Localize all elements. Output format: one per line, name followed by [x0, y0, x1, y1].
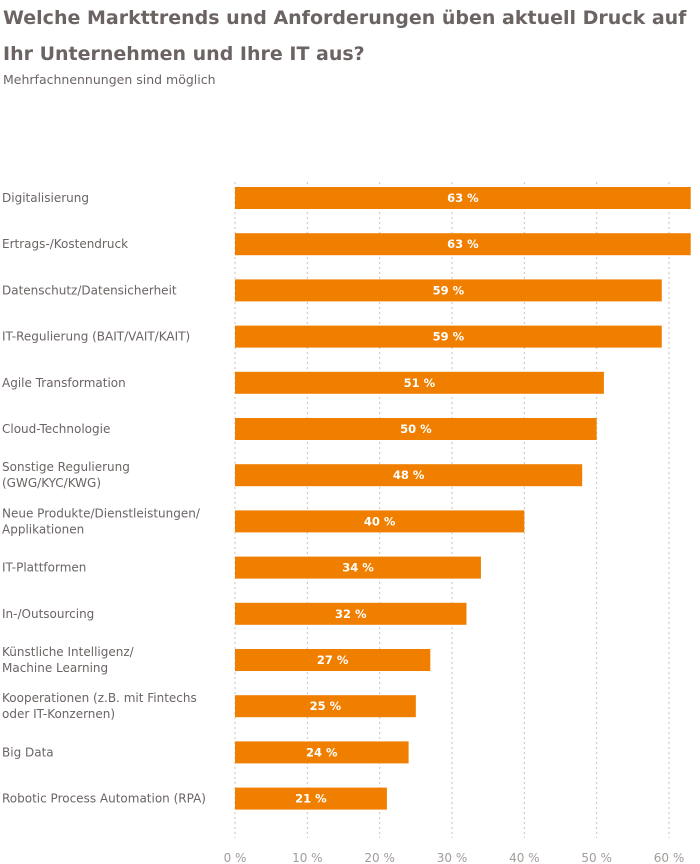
bar-value-label: 51 %: [404, 376, 436, 390]
x-tick-label: 40 %: [509, 851, 540, 864]
category-label: Neue Produkte/Dienstleistungen/Applikati…: [2, 506, 201, 536]
bar-value-label: 25 %: [310, 699, 342, 713]
category-label: Kooperationen (z.B. mit Fintechs oder IT-…: [2, 691, 197, 721]
bar-value-label: 21 %: [295, 792, 327, 806]
bar-value-label: 34 %: [342, 561, 374, 575]
category-label: Datenschutz/Datensicherheit: [2, 283, 177, 297]
category-label-line: Robotic Process Automation (RPA): [2, 792, 206, 806]
category-label-line: In-/Outsourcing: [2, 607, 94, 621]
bar: [235, 325, 662, 348]
category-label: Big Data: [2, 745, 54, 759]
category-label-line: Machine Learning: [2, 661, 108, 675]
bar: [235, 418, 597, 440]
x-tick-label: 10 %: [292, 851, 323, 864]
bar-value-label: 27 %: [317, 653, 349, 667]
bar: [235, 371, 604, 394]
x-tick-label: 50 %: [581, 851, 612, 864]
category-label-line: (GWG/KYC/KWG): [2, 476, 101, 490]
bar-value-label: 59 %: [433, 283, 465, 297]
chart-subtitle: Mehrfachnennungen sind möglich: [3, 72, 216, 87]
chart-title: Welche Markttrends und Anforderungen übe…: [3, 7, 687, 65]
x-tick-label: 0 %: [224, 851, 247, 864]
bar: [235, 741, 409, 764]
category-label-line: Neue Produkte/Dienstleistungen/: [2, 506, 201, 520]
bar-value-label: 63 %: [447, 191, 479, 205]
bar-value-label: 48 %: [393, 468, 425, 482]
bar: [235, 695, 416, 718]
bar-value-label: 50 %: [400, 422, 432, 436]
category-label-line: Ertrags-/Kostendruck: [2, 237, 128, 251]
bar: [235, 464, 583, 487]
category-label-line: Digitalisierung: [2, 191, 89, 205]
category-label-line: IT-Plattformen: [2, 561, 86, 575]
bar: [235, 556, 481, 579]
category-label: In-/Outsourcing: [2, 607, 94, 621]
bar-value-label: 40 %: [364, 514, 396, 528]
category-label-line: Kooperationen (z.B. mit Fintechs: [2, 691, 197, 705]
category-label-line: oder IT-Konzernen): [2, 707, 115, 721]
category-label-line: Applikationen: [2, 522, 84, 536]
bar: [235, 233, 691, 256]
category-label-line: IT-Regulierung (BAIT/VAIT/KAIT): [2, 330, 190, 344]
x-tick-label: 20 %: [364, 851, 395, 864]
category-label-line: Künstliche Intelligenz/: [2, 645, 135, 659]
category-label-line: Big Data: [2, 745, 54, 759]
bar: [235, 787, 387, 810]
category-label: Künstliche Intelligenz/Machine Learning: [2, 645, 135, 675]
bar: [235, 649, 431, 671]
category-label-line: Cloud-Technologie: [2, 422, 110, 436]
category-label: IT-Plattformen: [2, 561, 86, 575]
category-label: Digitalisierung: [2, 191, 89, 205]
category-label: Sonstige Regulierung (GWG/KYC/KWG): [2, 460, 130, 490]
bar-value-label: 63 %: [447, 237, 479, 251]
bar-value-label: 32 %: [335, 607, 367, 621]
category-label: IT-Regulierung (BAIT/VAIT/KAIT): [2, 330, 190, 344]
bar: [235, 602, 467, 625]
category-label-line: Agile Transformation: [2, 376, 126, 390]
x-tick-label: 30 %: [437, 851, 468, 864]
x-tick-label: 60 %: [654, 851, 685, 864]
category-label-line: Datenschutz/Datensicherheit: [2, 283, 177, 297]
bar: [235, 187, 691, 209]
category-label: Robotic Process Automation (RPA): [2, 792, 206, 806]
bar: [235, 510, 525, 533]
bar-value-label: 24 %: [306, 745, 338, 759]
bar-value-label: 59 %: [433, 330, 465, 344]
category-label: Agile Transformation: [2, 376, 126, 390]
category-label: Ertrags-/Kostendruck: [2, 237, 128, 251]
category-label-line: Sonstige Regulierung: [2, 460, 130, 474]
category-label: Cloud-Technologie: [2, 422, 110, 436]
bar: [235, 279, 662, 302]
